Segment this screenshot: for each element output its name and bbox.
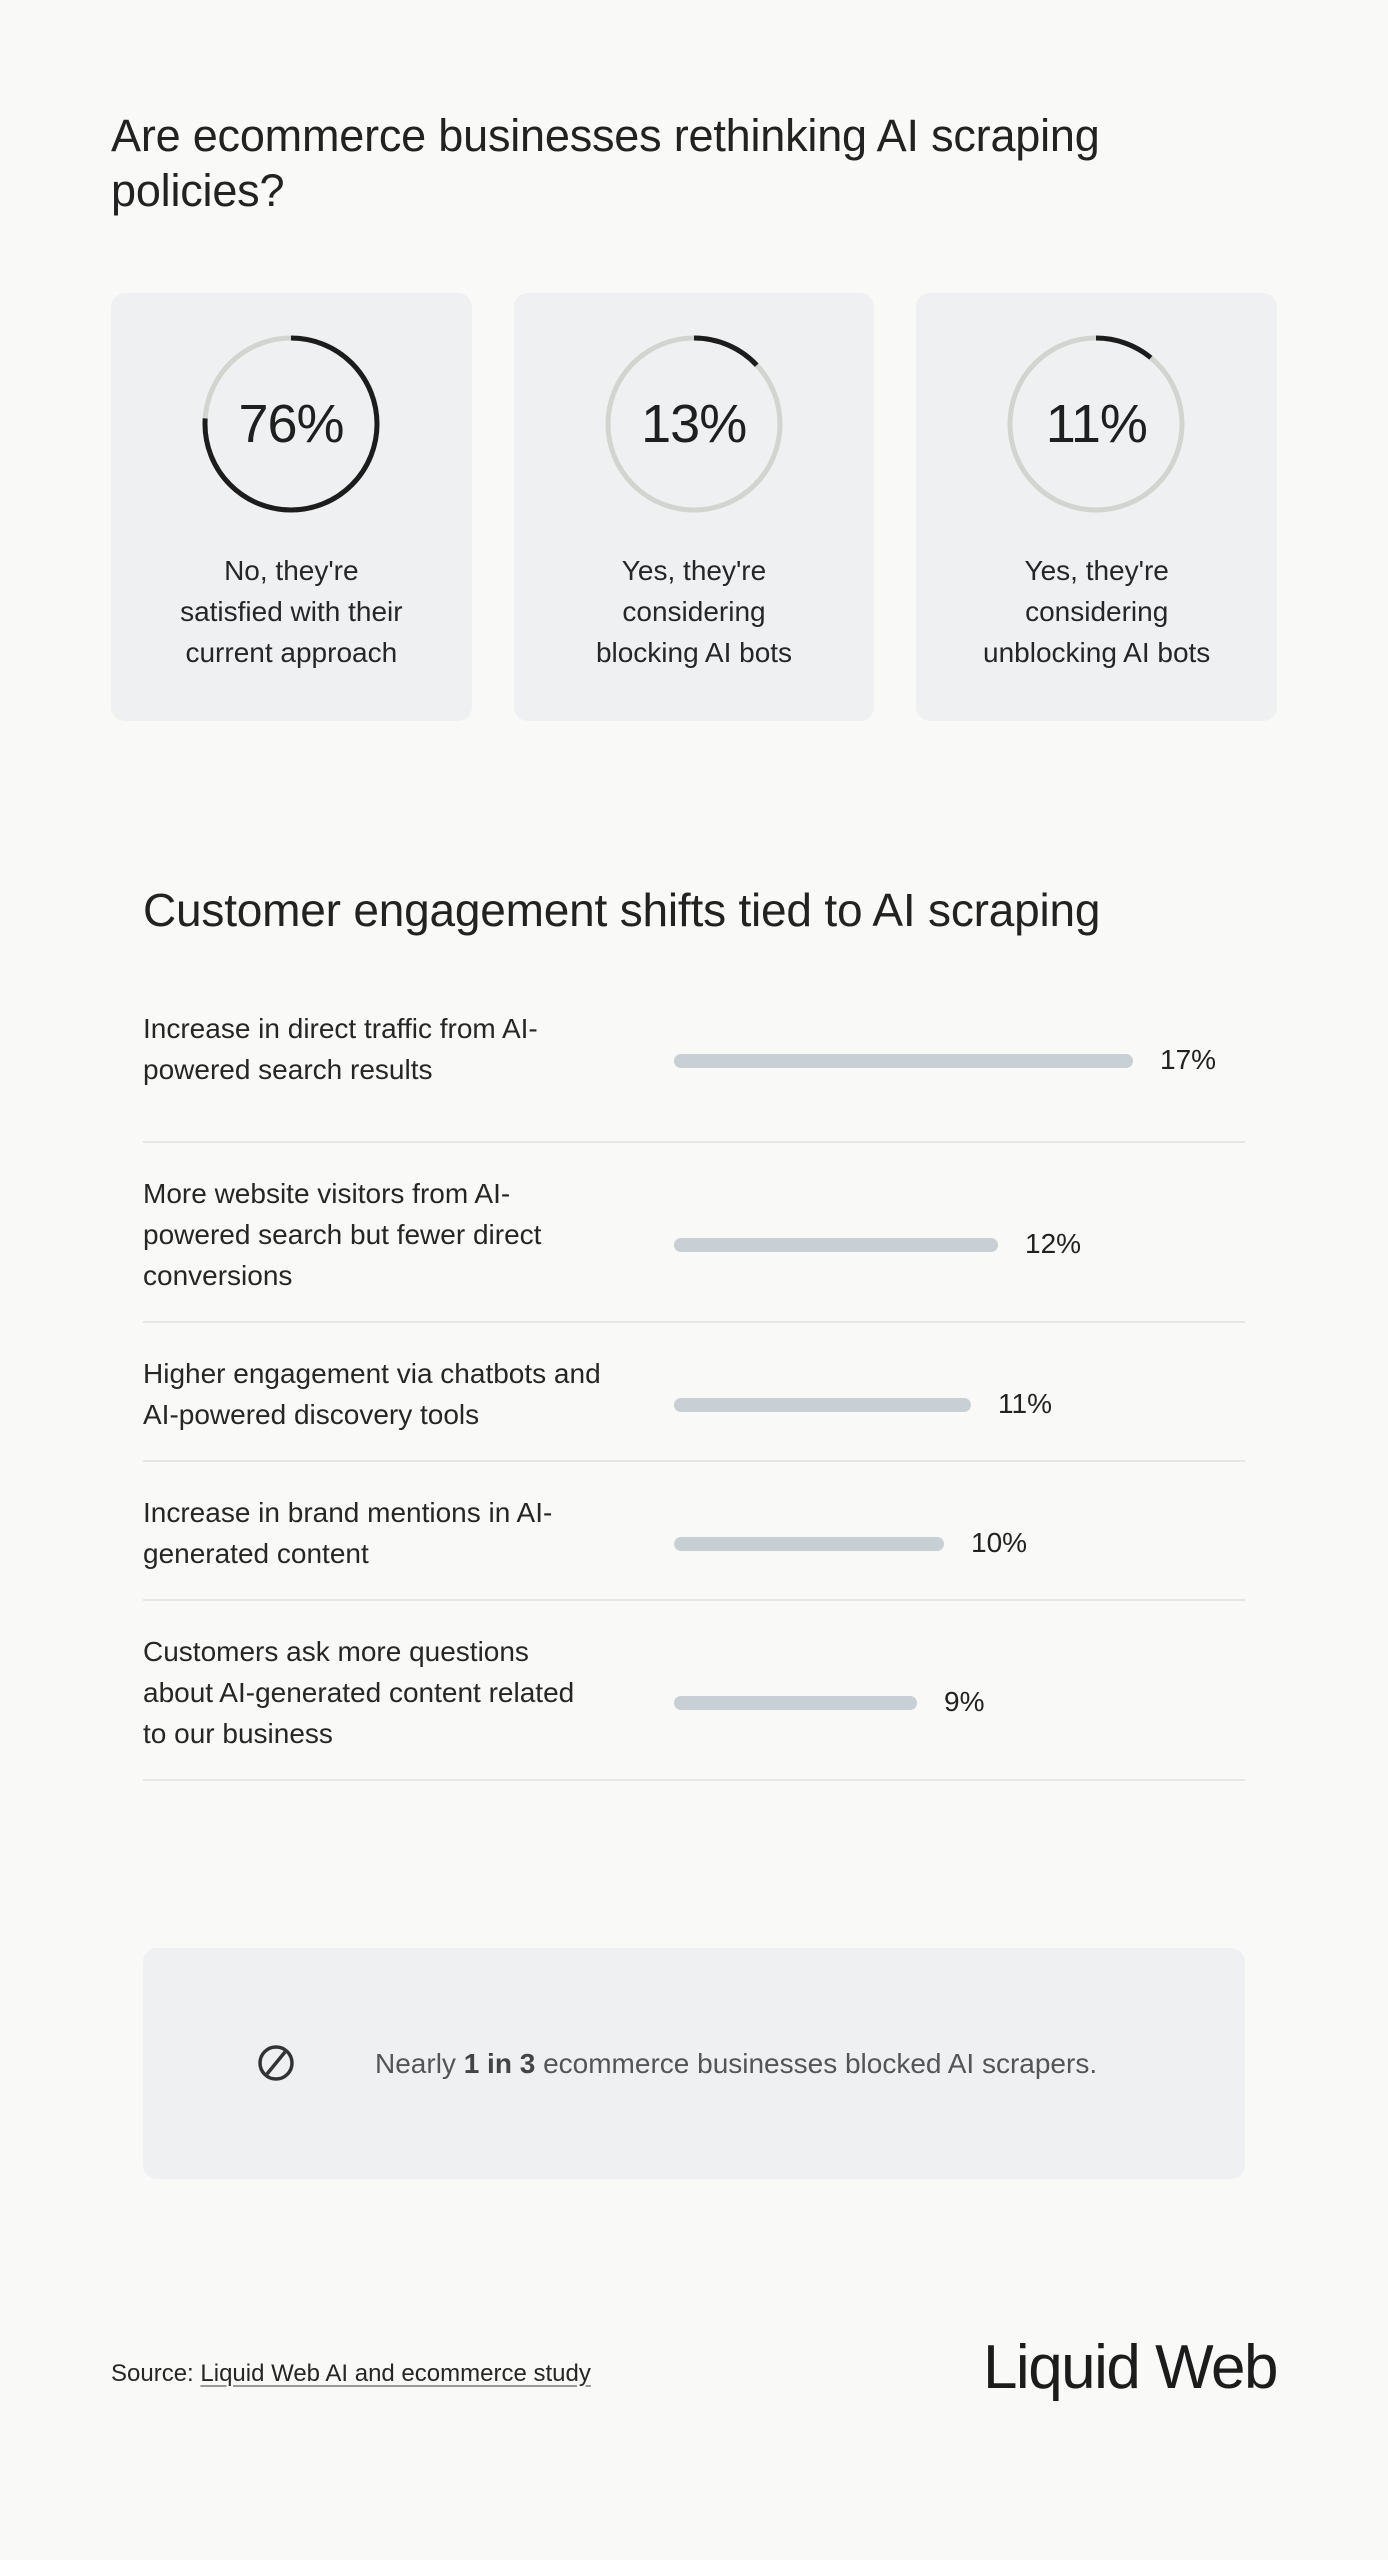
- bar: [674, 1238, 998, 1252]
- stat-label-line: blocking AI bots: [595, 637, 793, 668]
- source-citation: Source: Liquid Web AI and ecommerce stud…: [111, 2358, 591, 2390]
- page-title: Are ecommerce businesses rethinking AI s…: [111, 110, 1100, 216]
- progress-ring: 76%: [201, 334, 381, 514]
- progress-ring: 13%: [604, 334, 784, 514]
- stat-value: 13%: [641, 394, 747, 454]
- stat-card-satisfied: 76% No, they're satisfied with their cur…: [111, 293, 472, 721]
- stat-label-line: considering: [622, 596, 766, 627]
- stat-value: 11%: [1045, 394, 1148, 454]
- bar-row: Higher engagement via chatbots and AI-po…: [143, 1323, 1245, 1462]
- bar-value: 11%: [998, 1388, 1052, 1419]
- stat-card-unblocking: 11% Yes, they're considering unblocking …: [916, 293, 1278, 721]
- stat-label: Yes, they're considering blocking AI bot…: [534, 550, 855, 673]
- stat-label: No, they're satisfied with their current…: [131, 550, 452, 673]
- bar-row: Customers ask more questions about AI-ge…: [143, 1601, 1245, 1781]
- callout-text: Nearly 1 in 3 ecommerce businesses block…: [375, 2047, 1097, 2081]
- callout-suffix: ecommerce businesses blocked AI scrapers…: [535, 2048, 1098, 2079]
- bar: [674, 1398, 971, 1412]
- ring-chart-icon: [1007, 335, 1185, 513]
- bar: [674, 1537, 944, 1551]
- section-title: Customer engagement shifts tied to AI sc…: [143, 884, 1101, 936]
- ring-chart-icon: [202, 335, 380, 513]
- source-link[interactable]: Liquid Web AI and ecommerce study: [200, 2360, 591, 2387]
- bar-row: More website visitors from AI-powered se…: [143, 1143, 1245, 1323]
- bar-label: Increase in direct traffic from AI-power…: [143, 1013, 538, 1085]
- stat-label-line: Yes, they're: [621, 555, 767, 586]
- stat-card-blocking: 13% Yes, they're considering blocking AI…: [513, 293, 875, 721]
- bar-value: 10%: [971, 1527, 1028, 1558]
- policy-cards: 76% No, they're satisfied with their cur…: [111, 293, 1278, 721]
- bar-row: Increase in brand mentions in AI-generat…: [143, 1462, 1245, 1601]
- bar: [674, 1054, 1133, 1068]
- stat-label-line: Yes, they're: [1024, 555, 1169, 586]
- stat-label-line: considering: [1025, 596, 1169, 627]
- source-label: Source:: [111, 2360, 201, 2387]
- stat-label-line: satisfied with their: [180, 596, 403, 627]
- stat-label-line: current approach: [185, 637, 398, 668]
- brand-logo: Liquid Web: [982, 2333, 1279, 2402]
- progress-ring: 11%: [1006, 334, 1186, 514]
- callout-prefix: Nearly: [375, 2048, 464, 2079]
- bar-row: Increase in direct traffic from AI-power…: [143, 1008, 1245, 1143]
- bar-label: More website visitors from AI-powered se…: [143, 1178, 542, 1291]
- stat-label-line: No, they're: [224, 555, 359, 586]
- bar-label: Customers ask more questions about AI-ge…: [143, 1636, 575, 1749]
- ring-chart-icon: [605, 335, 783, 513]
- bar: [674, 1696, 917, 1710]
- stat-value: 76%: [238, 394, 344, 454]
- prohibited-icon: [258, 2045, 294, 2081]
- bar-label: Higher engagement via chatbots and AI-po…: [143, 1358, 601, 1430]
- bar-value: 17%: [1160, 1044, 1217, 1075]
- bar-label: Increase in brand mentions in AI-generat…: [143, 1497, 553, 1569]
- engagement-section: Customer engagement shifts tied to AI sc…: [143, 880, 1245, 1781]
- stat-label-line: unblocking AI bots: [983, 637, 1211, 668]
- bar-value: 12%: [1025, 1228, 1082, 1259]
- bar-value: 9%: [944, 1686, 985, 1717]
- callout-box: Nearly 1 in 3 ecommerce businesses block…: [143, 1948, 1245, 2179]
- callout-emphasis: 1 in 3: [463, 2048, 536, 2079]
- stat-label: Yes, they're considering unblocking AI b…: [936, 550, 1257, 673]
